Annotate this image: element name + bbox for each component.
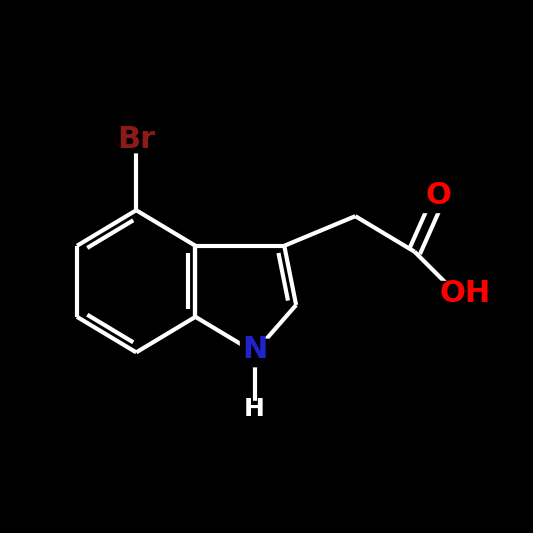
Text: H: H xyxy=(244,397,265,421)
Bar xyxy=(425,187,451,210)
Bar xyxy=(117,126,156,152)
Bar xyxy=(241,339,268,366)
Bar xyxy=(247,401,262,416)
Bar xyxy=(122,126,151,152)
Bar xyxy=(240,339,270,366)
Bar xyxy=(423,185,453,212)
Text: N: N xyxy=(242,335,268,364)
Text: Br: Br xyxy=(117,125,155,154)
Bar xyxy=(437,281,475,305)
Text: O: O xyxy=(425,181,451,210)
Text: OH: OH xyxy=(439,279,490,308)
